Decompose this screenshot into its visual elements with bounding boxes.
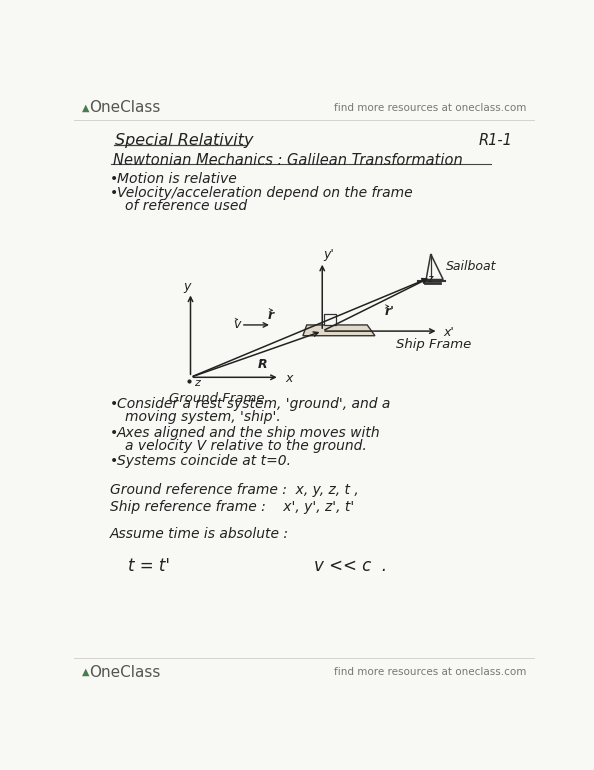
- Text: OneClass: OneClass: [89, 665, 160, 680]
- Text: Sailboat: Sailboat: [446, 260, 497, 273]
- Text: y': y': [324, 249, 334, 261]
- Text: •: •: [110, 397, 118, 411]
- Polygon shape: [426, 254, 443, 280]
- Text: Special Relativity: Special Relativity: [115, 132, 253, 148]
- Text: R: R: [258, 359, 267, 371]
- Text: y: y: [183, 280, 190, 293]
- Text: a velocity V relative to the ground.: a velocity V relative to the ground.: [125, 439, 366, 453]
- Text: ▲: ▲: [82, 668, 90, 677]
- Text: t = t': t = t': [128, 557, 170, 575]
- Text: v: v: [233, 319, 241, 331]
- Text: find more resources at oneclass.com: find more resources at oneclass.com: [334, 103, 527, 112]
- Polygon shape: [303, 325, 375, 336]
- Text: R1-1: R1-1: [479, 132, 513, 148]
- Text: Consider a rest system, 'ground', and a: Consider a rest system, 'ground', and a: [117, 397, 390, 411]
- Text: •: •: [110, 172, 118, 186]
- Text: Systems coincide at t=0.: Systems coincide at t=0.: [117, 454, 291, 468]
- Text: z: z: [427, 274, 432, 283]
- Text: Axes aligned and the ship moves with: Axes aligned and the ship moves with: [117, 426, 381, 440]
- Text: x: x: [285, 373, 292, 385]
- Text: OneClass: OneClass: [89, 100, 160, 116]
- Text: Ground reference frame :  x, y, z, t ,: Ground reference frame : x, y, z, t ,: [110, 484, 359, 497]
- Text: Ground Frame: Ground Frame: [169, 393, 264, 405]
- Text: Motion is relative: Motion is relative: [117, 172, 236, 186]
- Polygon shape: [324, 314, 336, 325]
- Text: Newtonian Mechanics : Galilean Transformation: Newtonian Mechanics : Galilean Transform…: [113, 152, 463, 168]
- Text: x': x': [443, 326, 454, 339]
- Text: •: •: [110, 186, 118, 200]
- Text: of reference used: of reference used: [125, 199, 247, 213]
- Text: •: •: [110, 454, 118, 468]
- Text: find more resources at oneclass.com: find more resources at oneclass.com: [334, 668, 527, 677]
- Text: •: •: [110, 426, 118, 440]
- Text: ▲: ▲: [82, 103, 90, 112]
- Text: v << c  .: v << c .: [314, 557, 387, 575]
- Text: Ship reference frame :    x', y', z', t': Ship reference frame : x', y', z', t': [110, 500, 354, 514]
- Text: z: z: [194, 379, 200, 388]
- Text: r: r: [268, 310, 274, 322]
- Text: r': r': [384, 306, 394, 318]
- Text: moving system, 'ship'.: moving system, 'ship'.: [125, 410, 280, 424]
- Text: Assume time is absolute :: Assume time is absolute :: [110, 527, 289, 541]
- Text: Velocity/acceleration depend on the frame: Velocity/acceleration depend on the fram…: [117, 186, 412, 200]
- Text: Ship Frame: Ship Frame: [396, 339, 471, 351]
